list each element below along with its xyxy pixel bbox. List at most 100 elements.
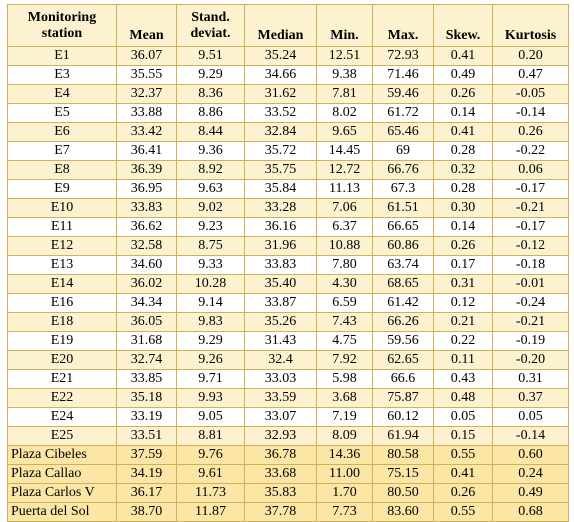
cell-mean: 34.34 <box>116 293 177 313</box>
cell-station: Plaza Callao <box>7 464 117 484</box>
cell-stdev: 9.05 <box>176 407 245 427</box>
cell-kurtosis: -0.17 <box>492 179 569 199</box>
cell-kurtosis: 0.49 <box>492 483 569 503</box>
cell-min: 10.88 <box>316 236 373 256</box>
cell-mean: 36.05 <box>116 312 177 332</box>
cell-mean: 36.17 <box>116 483 177 503</box>
cell-min: 7.06 <box>316 198 373 218</box>
cell-station: E12 <box>7 236 117 256</box>
cell-station: E5 <box>7 103 117 123</box>
header-station-line1: Monitoring <box>27 9 97 25</box>
cell-station: Plaza Cibeles <box>7 445 117 465</box>
cell-max: 83.60 <box>372 502 434 522</box>
cell-min: 9.38 <box>316 65 373 85</box>
cell-station: E24 <box>7 407 117 427</box>
header-median: Median <box>244 4 317 47</box>
cell-stdev: 9.76 <box>176 445 245 465</box>
cell-station: E20 <box>7 350 117 370</box>
table-row: E5 33.88 8.86 33.52 8.02 61.72 0.14 -0.14 <box>7 103 569 123</box>
cell-stdev: 9.33 <box>176 255 245 275</box>
cell-station: E11 <box>7 217 117 237</box>
cell-kurtosis: -0.18 <box>492 255 569 275</box>
cell-kurtosis: -0.05 <box>492 84 569 104</box>
cell-median: 33.03 <box>244 369 317 389</box>
cell-skew: 0.05 <box>433 407 493 427</box>
cell-stdev: 8.81 <box>176 426 245 446</box>
cell-kurtosis: 0.20 <box>492 46 569 66</box>
cell-skew: 0.28 <box>433 141 493 161</box>
header-skew: Skew. <box>433 4 493 47</box>
cell-skew: 0.15 <box>433 426 493 446</box>
table-row: E14 36.02 10.28 35.40 4.30 68.65 0.31 -0.01 <box>7 274 569 294</box>
cell-stdev: 9.61 <box>176 464 245 484</box>
cell-median: 35.72 <box>244 141 317 161</box>
cell-median: 32.4 <box>244 350 317 370</box>
cell-stdev: 8.75 <box>176 236 245 256</box>
header-max: Max. <box>372 4 434 47</box>
cell-kurtosis: -0.22 <box>492 141 569 161</box>
cell-median: 33.59 <box>244 388 317 408</box>
cell-max: 80.50 <box>372 483 434 503</box>
cell-mean: 36.41 <box>116 141 177 161</box>
table-row: E3 35.55 9.29 34.66 9.38 71.46 0.49 0.47 <box>7 65 569 85</box>
cell-kurtosis: -0.21 <box>492 198 569 218</box>
cell-station: E19 <box>7 331 117 351</box>
cell-skew: 0.49 <box>433 65 493 85</box>
cell-min: 5.98 <box>316 369 373 389</box>
table-row: E21 33.85 9.71 33.03 5.98 66.6 0.43 0.31 <box>7 369 569 389</box>
cell-skew: 0.26 <box>433 236 493 256</box>
cell-kurtosis: 0.26 <box>492 122 569 142</box>
cell-skew: 0.55 <box>433 445 493 465</box>
cell-median: 34.66 <box>244 65 317 85</box>
cell-stdev: 9.71 <box>176 369 245 389</box>
table-row: E10 33.83 9.02 33.28 7.06 61.51 0.30 -0.21 <box>7 198 569 218</box>
cell-median: 33.52 <box>244 103 317 123</box>
cell-median: 35.40 <box>244 274 317 294</box>
cell-kurtosis: -0.17 <box>492 217 569 237</box>
cell-max: 66.26 <box>372 312 434 332</box>
cell-skew: 0.26 <box>433 483 493 503</box>
cell-kurtosis: 0.05 <box>492 407 569 427</box>
table-body: E1 36.07 9.51 35.24 12.51 72.93 0.41 0.20 E3 35.5… <box>7 46 569 522</box>
table-row: E12 32.58 8.75 31.96 10.88 60.86 0.26 -0.12 <box>7 236 569 256</box>
cell-max: 66.76 <box>372 160 434 180</box>
table-row: E22 35.18 9.93 33.59 3.68 75.87 0.48 0.37 <box>7 388 569 408</box>
header-row: Monitoring station Mean Stand. deviat. M… <box>7 4 569 47</box>
cell-min: 1.70 <box>316 483 373 503</box>
cell-min: 9.65 <box>316 122 373 142</box>
cell-median: 31.96 <box>244 236 317 256</box>
cell-median: 33.83 <box>244 255 317 275</box>
cell-median: 33.87 <box>244 293 317 313</box>
table-row: E1 36.07 9.51 35.24 12.51 72.93 0.41 0.20 <box>7 46 569 66</box>
cell-skew: 0.26 <box>433 84 493 104</box>
table-row: E11 36.62 9.23 36.16 6.37 66.65 0.14 -0.17 <box>7 217 569 237</box>
cell-min: 14.45 <box>316 141 373 161</box>
cell-stdev: 9.23 <box>176 217 245 237</box>
header-min: Min. <box>316 4 373 47</box>
cell-skew: 0.31 <box>433 274 493 294</box>
cell-max: 59.46 <box>372 84 434 104</box>
cell-mean: 31.68 <box>116 331 177 351</box>
cell-skew: 0.43 <box>433 369 493 389</box>
header-stdev-line1: Stand. <box>191 9 230 25</box>
cell-max: 59.56 <box>372 331 434 351</box>
cell-kurtosis: 0.68 <box>492 502 569 522</box>
cell-mean: 33.19 <box>116 407 177 427</box>
cell-mean: 36.62 <box>116 217 177 237</box>
cell-stdev: 9.51 <box>176 46 245 66</box>
cell-median: 35.24 <box>244 46 317 66</box>
table-row: E19 31.68 9.29 31.43 4.75 59.56 0.22 -0.19 <box>7 331 569 351</box>
cell-min: 14.36 <box>316 445 373 465</box>
cell-skew: 0.22 <box>433 331 493 351</box>
cell-stdev: 11.87 <box>176 502 245 522</box>
cell-mean: 36.95 <box>116 179 177 199</box>
cell-kurtosis: 0.31 <box>492 369 569 389</box>
cell-skew: 0.55 <box>433 502 493 522</box>
cell-mean: 32.37 <box>116 84 177 104</box>
cell-station: E18 <box>7 312 117 332</box>
cell-median: 33.68 <box>244 464 317 484</box>
cell-max: 71.46 <box>372 65 434 85</box>
cell-mean: 33.83 <box>116 198 177 218</box>
cell-min: 7.92 <box>316 350 373 370</box>
cell-stdev: 8.86 <box>176 103 245 123</box>
